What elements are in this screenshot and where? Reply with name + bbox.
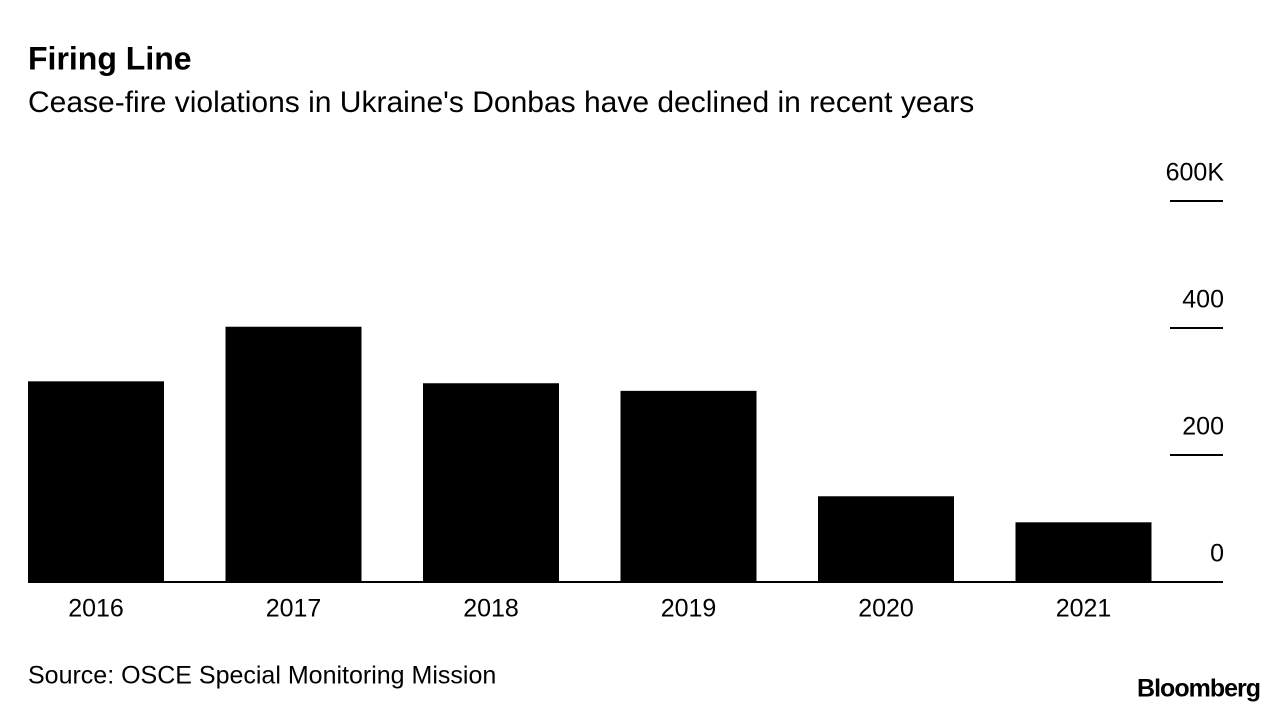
x-tick-label: 2019 <box>661 595 717 623</box>
y-tick-label: 600K <box>1166 159 1225 187</box>
bar <box>818 496 954 582</box>
bar <box>620 390 757 582</box>
x-tick-label: 2021 <box>1056 595 1112 623</box>
bar <box>423 383 559 582</box>
x-tick-label: 2020 <box>858 595 914 623</box>
x-tick-label: 2017 <box>266 595 322 623</box>
bar <box>28 381 164 582</box>
chart-subtitle: Cease-fire violations in Ukraine's Donba… <box>28 86 974 119</box>
chart-title: Firing Line <box>28 40 192 76</box>
x-tick-label: 2018 <box>463 595 519 623</box>
x-tick-label: 2016 <box>68 595 124 623</box>
y-tick-label: 0 <box>1210 540 1224 568</box>
y-tick-label: 200 <box>1182 413 1224 441</box>
y-tick-label: 400 <box>1182 286 1224 314</box>
bar <box>1015 522 1152 582</box>
source: Source: OSCE Special Monitoring Mission <box>28 662 496 690</box>
bar <box>225 326 362 582</box>
logo: Bloomberg <box>1137 675 1260 703</box>
